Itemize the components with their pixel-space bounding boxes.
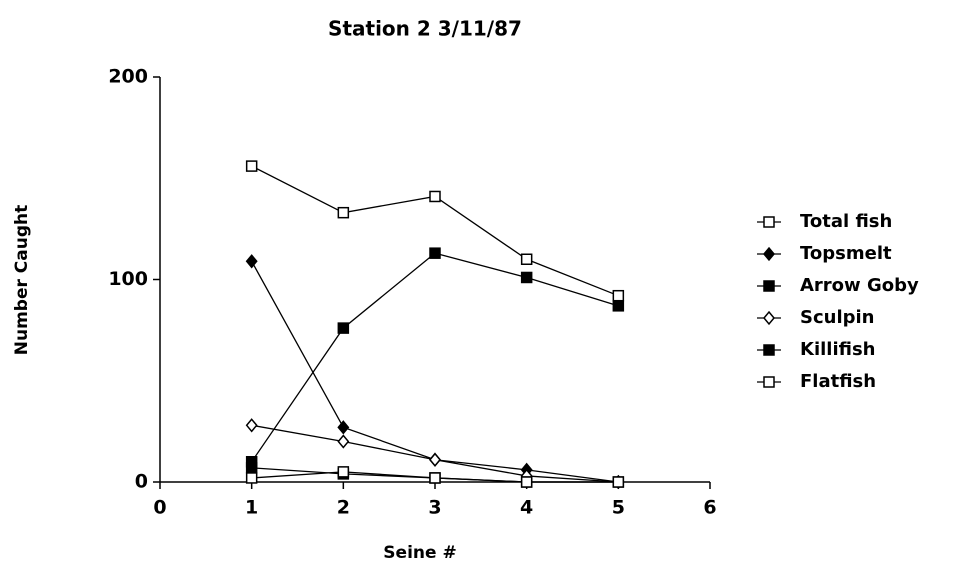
x-tick-label: 1	[245, 497, 258, 519]
legend-marker	[763, 376, 775, 388]
legend-label: Killifish	[800, 339, 876, 360]
legend-marker	[763, 246, 775, 262]
data-point	[429, 472, 441, 484]
data-point	[337, 434, 350, 449]
y-tick-label: 200	[108, 66, 148, 88]
data-point	[337, 206, 350, 219]
data-point	[245, 160, 258, 172]
data-point	[520, 253, 533, 265]
legend-label: Sculpin	[800, 307, 875, 328]
series-line	[251, 165, 619, 297]
data-point	[337, 466, 350, 478]
data-point	[520, 476, 533, 488]
legend-marker	[763, 216, 775, 228]
legend-label: Topsmelt	[800, 243, 892, 264]
y-axis-label: Number Caught	[12, 205, 32, 356]
data-point	[337, 322, 350, 334]
x-tick-label: 4	[520, 497, 533, 519]
x-tick-label: 0	[153, 497, 166, 519]
legend-marker	[763, 280, 775, 292]
x-axis-label: Seine #	[383, 543, 456, 563]
data-point	[612, 289, 625, 302]
data-point	[245, 254, 258, 269]
x-tick-label: 3	[428, 497, 441, 519]
data-point	[612, 476, 625, 488]
data-point	[429, 452, 441, 467]
y-tick-label: 100	[108, 268, 148, 290]
legend-label: Total fish	[800, 211, 892, 232]
y-tick-label: 0	[135, 471, 148, 493]
data-point	[245, 418, 258, 433]
legend-label: Arrow Goby	[800, 275, 919, 296]
x-tick-label: 2	[337, 497, 350, 519]
legend-label: Flatfish	[800, 371, 876, 392]
data-point	[245, 462, 258, 474]
x-tick-label: 6	[703, 497, 716, 519]
data-point	[337, 420, 350, 435]
series-line	[251, 260, 619, 483]
legend-marker	[763, 344, 775, 356]
chart-title: Station 2 3/11/87	[328, 17, 522, 41]
data-point	[429, 247, 441, 259]
data-point	[429, 190, 441, 203]
data-point	[245, 472, 258, 484]
x-tick-label: 5	[612, 497, 625, 519]
data-point	[612, 300, 625, 312]
data-point	[520, 271, 533, 284]
series-line	[251, 252, 619, 463]
legend-marker	[763, 310, 775, 326]
